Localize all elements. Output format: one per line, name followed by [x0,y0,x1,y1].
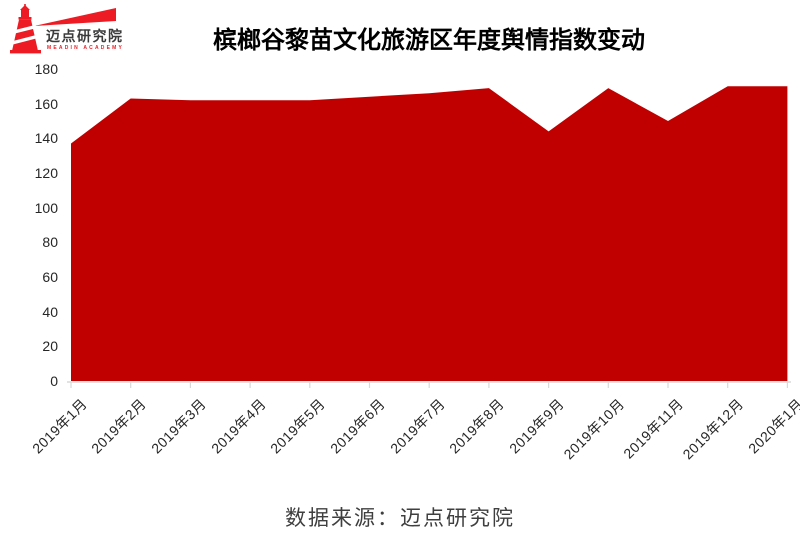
source-caption: 数据来源：迈点研究院 [285,507,515,530]
chart-title: 槟榔谷黎苗文化旅游区年度舆情指数变动 [213,27,645,54]
light-beam-icon [34,8,116,26]
lighthouse-icon [10,4,116,54]
y-axis-label: 80 [42,234,58,251]
y-axis-label: 120 [34,165,58,181]
y-axis-label: 40 [42,303,58,320]
y-axis-label: 160 [34,95,58,112]
y-axis-label: 100 [34,199,58,216]
y-axis-label: 0 [50,373,58,389]
area-series [71,86,788,382]
y-axis-label: 20 [42,338,58,355]
y-axis-label: 180 [34,61,58,77]
logo-name: 迈点研究院 [46,28,124,44]
y-axis-label: 60 [42,269,58,285]
logo: 迈点研究院 MEADIN ACADEMY [8,4,142,58]
logo-subtitle: MEADIN ACADEMY [47,45,125,51]
y-axis-label: 140 [34,130,58,147]
